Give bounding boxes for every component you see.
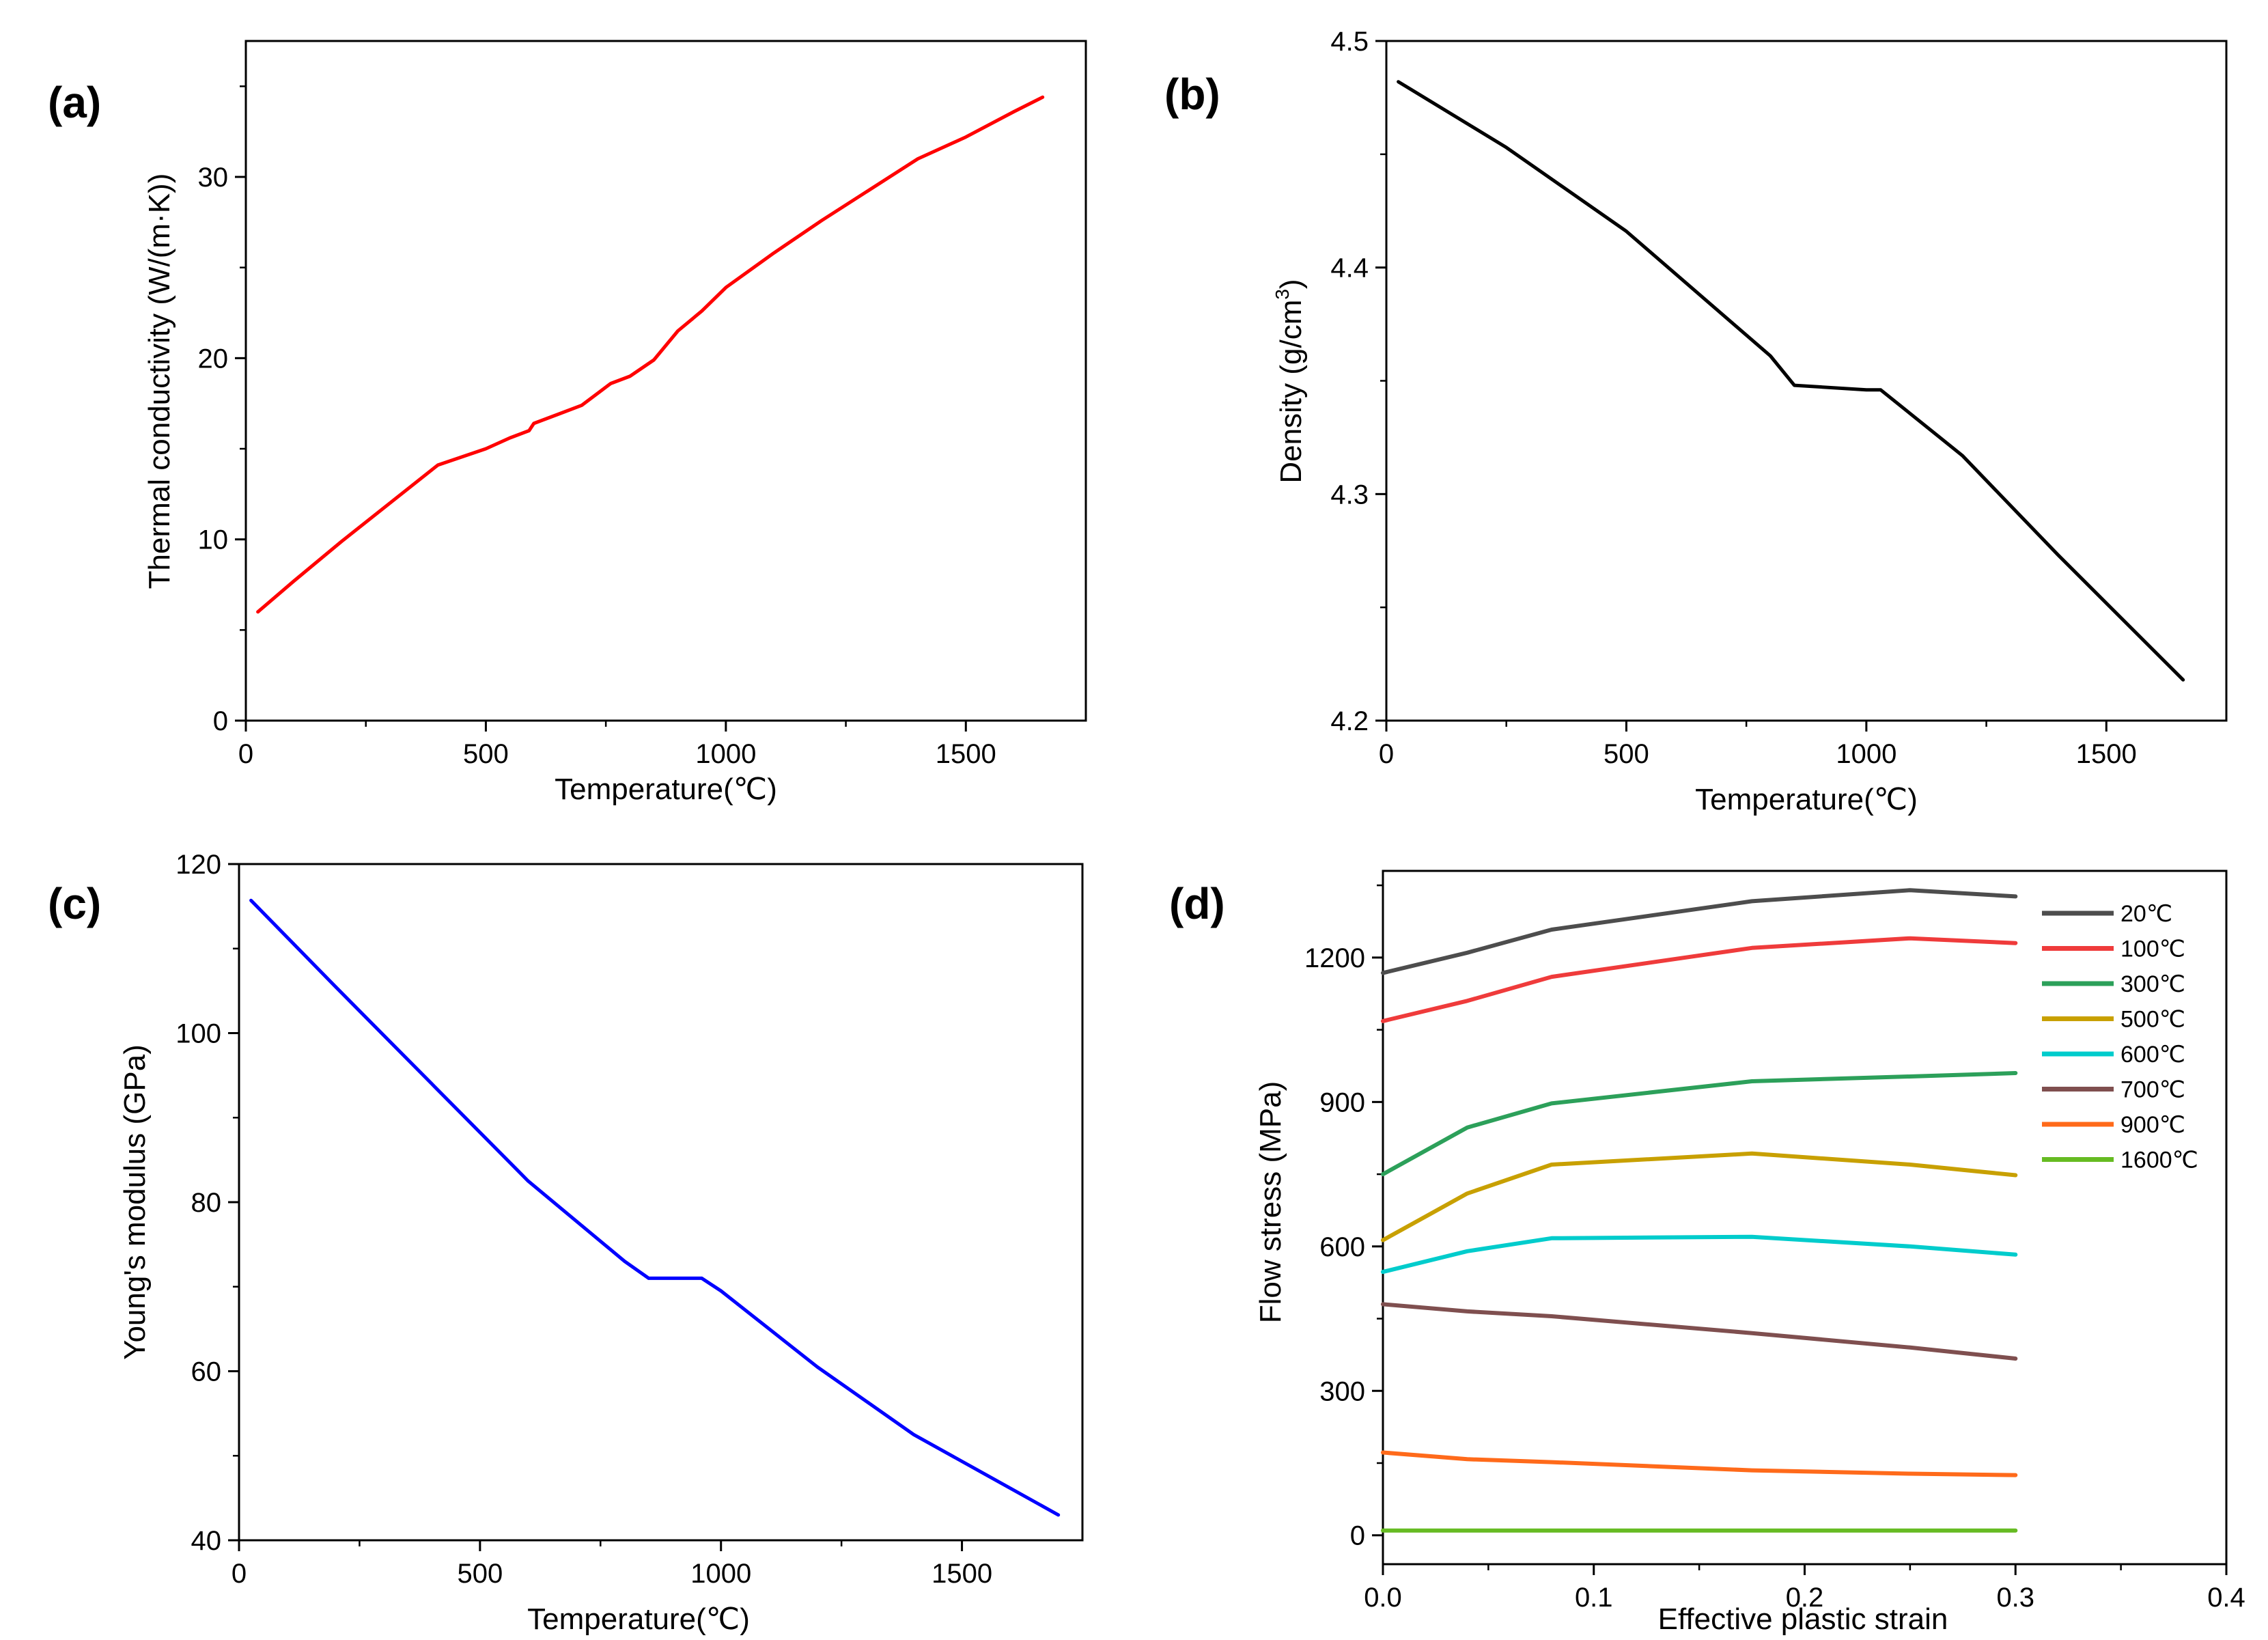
y-tick-label-b: 4.5 xyxy=(1330,27,1369,57)
y-tick-label-b: 4.4 xyxy=(1330,253,1369,283)
series-line-d-2 xyxy=(1381,1071,2018,1177)
x-tick-label-c: 1500 xyxy=(932,1559,992,1589)
legend-label: 600℃ xyxy=(2120,1042,2185,1068)
y-tick-label-a: 30 xyxy=(198,163,229,193)
y-tick-label-c: 80 xyxy=(191,1188,222,1218)
series-line-d-6 xyxy=(1381,1450,2018,1477)
panel-label-a: (a) xyxy=(48,78,101,127)
x-tick-label-d: 0.0 xyxy=(1364,1583,1402,1613)
series-line-c xyxy=(249,898,1061,1517)
y-tick-label-d: 300 xyxy=(1319,1376,1365,1406)
series-line-d-1 xyxy=(1381,936,2018,1023)
series-line-d-0 xyxy=(1381,888,2018,975)
y-tick-label-c: 60 xyxy=(191,1357,222,1387)
x-tick-label-a: 1500 xyxy=(936,739,996,769)
y-axis-title-b-sup: 3 xyxy=(1272,289,1293,300)
y-tick-label-d: 0 xyxy=(1350,1521,1365,1551)
panel-d-flow-stress: (d) Effective plastic strain Flow stress… xyxy=(1169,870,2245,1636)
series-line-d-5 xyxy=(1381,1302,2018,1361)
x-axis-title-c: Temperature(℃) xyxy=(527,1602,750,1636)
x-tick-label-a: 0 xyxy=(238,739,253,769)
y-tick-label-b: 4.3 xyxy=(1330,480,1369,510)
x-axis-title-d: Effective plastic strain xyxy=(1658,1602,1948,1636)
panel-b-density: (b) Temperature(℃) Density (g/cm3) 0 500 1… xyxy=(1164,27,2228,816)
x-tick-label-c: 500 xyxy=(457,1559,503,1589)
y-tick-label-d: 600 xyxy=(1319,1232,1365,1262)
series-line-a xyxy=(256,95,1045,614)
x-tick-label-c: 1000 xyxy=(690,1559,751,1589)
y-tick-label-c: 120 xyxy=(176,850,221,880)
x-tick-label-b: 1000 xyxy=(1836,739,1896,769)
y-tick-label-a: 10 xyxy=(198,525,229,555)
x-tick-label-a: 1000 xyxy=(695,739,756,769)
x-tick-label-b: 1500 xyxy=(2076,739,2137,769)
panel-label-c: (c) xyxy=(48,879,101,928)
legend-label: 900℃ xyxy=(2120,1112,2185,1138)
y-axis-title-c: Young's modulus (GPa) xyxy=(118,1044,152,1360)
legend-label: 300℃ xyxy=(2120,971,2185,997)
panel-label-d: (d) xyxy=(1169,879,1225,928)
x-tick-label-a: 500 xyxy=(463,739,509,769)
y-tick-label-d: 1200 xyxy=(1304,943,1365,973)
y-tick-label-a: 20 xyxy=(198,344,229,374)
x-tick-label-c: 0 xyxy=(232,1559,247,1589)
x-tick-label-b: 500 xyxy=(1604,739,1649,769)
series-line-b xyxy=(1397,80,2185,682)
y-tick-label-c: 100 xyxy=(176,1019,221,1049)
y-axis-title-b-end: ) xyxy=(1274,279,1308,289)
x-tick-label-d: 0.1 xyxy=(1575,1583,1613,1613)
x-tick-label-d: 0.2 xyxy=(1786,1583,1824,1613)
plot-frame-c xyxy=(238,863,1084,1542)
plot-frame-a xyxy=(244,40,1087,722)
y-tick-label-b: 4.2 xyxy=(1330,706,1369,736)
x-axis-title-b: Temperature(℃) xyxy=(1695,783,1918,816)
y-axis-title-b: Density (g/cm3) xyxy=(1272,279,1308,483)
y-tick-label-c: 40 xyxy=(191,1526,222,1556)
panel-label-b: (b) xyxy=(1164,70,1220,119)
legend-label: 20℃ xyxy=(2120,901,2172,927)
panel-a-thermal-conductivity: (a) Temperature(℃) Thermal conductivity … xyxy=(48,40,1087,806)
series-line-d-4 xyxy=(1381,1234,2018,1275)
y-axis-title-a: Thermal conductivity (W/(m·K)) xyxy=(143,173,176,589)
series-line-d-3 xyxy=(1381,1151,2018,1242)
y-axis-title-b-main: Density (g/cm xyxy=(1274,300,1308,484)
y-tick-label-a: 0 xyxy=(213,706,228,736)
x-axis-title-a: Temperature(℃) xyxy=(555,773,777,806)
plot-frame-b xyxy=(1385,40,2228,722)
legend-label: 100℃ xyxy=(2120,936,2185,962)
y-tick-label-d: 900 xyxy=(1319,1087,1365,1117)
panel-c-youngs-modulus: (c) Temperature(℃) Young's modulus (GPa)… xyxy=(48,850,1084,1636)
x-tick-label-d: 0.3 xyxy=(1996,1583,2034,1613)
y-axis-title-d: Flow stress (MPa) xyxy=(1254,1081,1287,1323)
legend-label: 700℃ xyxy=(2120,1077,2185,1103)
legend-label: 1600℃ xyxy=(2120,1148,2198,1173)
x-tick-label-b: 0 xyxy=(1379,739,1394,769)
x-tick-label-d: 0.4 xyxy=(2207,1583,2245,1613)
legend-label: 500℃ xyxy=(2120,1007,2185,1033)
